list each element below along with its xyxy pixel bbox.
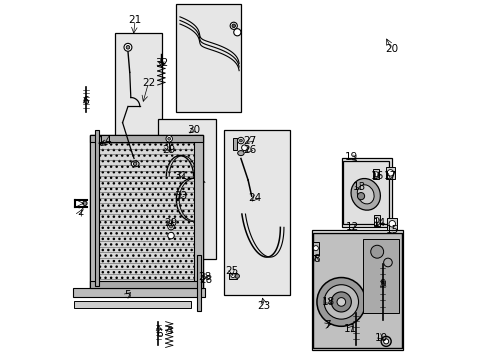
Text: 24: 24	[248, 193, 262, 203]
Bar	[90, 135, 203, 288]
Text: 25: 25	[225, 266, 238, 276]
Bar	[176, 4, 241, 112]
Circle shape	[167, 232, 174, 239]
Circle shape	[233, 29, 241, 36]
Ellipse shape	[350, 179, 380, 210]
Bar	[229, 273, 237, 279]
Bar	[90, 135, 203, 141]
Bar	[233, 138, 236, 149]
Bar	[373, 215, 379, 226]
Circle shape	[388, 221, 395, 227]
Text: 33: 33	[174, 191, 187, 201]
Bar	[223, 130, 290, 295]
Circle shape	[239, 139, 242, 142]
Circle shape	[126, 45, 129, 49]
Circle shape	[316, 278, 365, 326]
Circle shape	[169, 225, 172, 228]
Circle shape	[373, 172, 378, 177]
Bar	[115, 33, 162, 176]
Circle shape	[330, 292, 351, 312]
Text: 6: 6	[82, 96, 89, 106]
Bar	[90, 135, 97, 288]
Text: 28: 28	[198, 272, 211, 282]
Bar	[386, 218, 396, 230]
Circle shape	[230, 273, 235, 278]
Text: 14: 14	[371, 218, 385, 228]
Bar	[197, 255, 201, 311]
Circle shape	[386, 170, 393, 176]
Bar	[312, 242, 319, 255]
Text: 29: 29	[164, 218, 177, 228]
Text: 7: 7	[323, 320, 329, 330]
Circle shape	[336, 298, 345, 306]
Text: 29: 29	[162, 144, 175, 154]
Bar	[158, 119, 215, 259]
Text: 18: 18	[322, 297, 335, 307]
Circle shape	[383, 258, 391, 267]
Bar	[90, 281, 203, 288]
Text: 32: 32	[154, 58, 167, 68]
Circle shape	[82, 201, 87, 206]
Text: 22: 22	[142, 78, 155, 88]
Text: 31: 31	[174, 171, 187, 181]
Circle shape	[324, 285, 358, 319]
Text: 30: 30	[186, 125, 200, 135]
Bar	[386, 167, 394, 179]
Circle shape	[241, 145, 247, 150]
Circle shape	[235, 274, 239, 278]
Text: 2: 2	[77, 207, 83, 217]
Circle shape	[373, 218, 379, 223]
Circle shape	[230, 22, 237, 30]
Text: 12: 12	[345, 222, 358, 231]
Text: 1: 1	[98, 136, 104, 145]
Circle shape	[237, 137, 244, 144]
Text: 15: 15	[385, 225, 398, 235]
Text: 6: 6	[156, 329, 162, 339]
Bar	[341, 158, 391, 226]
Bar	[74, 301, 190, 309]
Circle shape	[383, 339, 388, 344]
Circle shape	[165, 135, 172, 142]
Text: 11: 11	[343, 324, 356, 334]
Bar	[194, 135, 203, 288]
Text: 5: 5	[124, 290, 131, 300]
Text: 10: 10	[374, 333, 387, 343]
Bar	[311, 230, 402, 350]
Text: 3: 3	[165, 325, 172, 336]
Circle shape	[231, 24, 235, 28]
Text: 20: 20	[384, 44, 397, 54]
Text: 8: 8	[312, 254, 319, 264]
Text: 28: 28	[199, 275, 212, 285]
Circle shape	[133, 162, 137, 166]
Circle shape	[124, 43, 132, 51]
Text: 17: 17	[384, 171, 397, 181]
Text: 4: 4	[105, 136, 111, 145]
Bar	[362, 239, 398, 313]
Bar	[343, 161, 388, 224]
Text: 26: 26	[243, 144, 256, 154]
Circle shape	[380, 336, 390, 346]
Text: 9: 9	[379, 279, 386, 289]
Ellipse shape	[237, 150, 244, 156]
Bar	[313, 233, 401, 348]
Text: 16: 16	[370, 171, 383, 181]
Circle shape	[357, 193, 364, 200]
Circle shape	[370, 245, 383, 258]
Circle shape	[167, 137, 170, 140]
Text: 19: 19	[344, 152, 357, 162]
Text: 13: 13	[352, 182, 365, 192]
Text: 23: 23	[257, 301, 270, 311]
Ellipse shape	[357, 185, 373, 204]
Circle shape	[167, 224, 174, 230]
Bar	[73, 288, 204, 297]
Text: 21: 21	[128, 15, 142, 26]
Bar	[372, 169, 379, 179]
Ellipse shape	[131, 161, 139, 167]
Circle shape	[313, 246, 318, 251]
Bar	[94, 130, 99, 286]
Text: 27: 27	[243, 136, 256, 145]
